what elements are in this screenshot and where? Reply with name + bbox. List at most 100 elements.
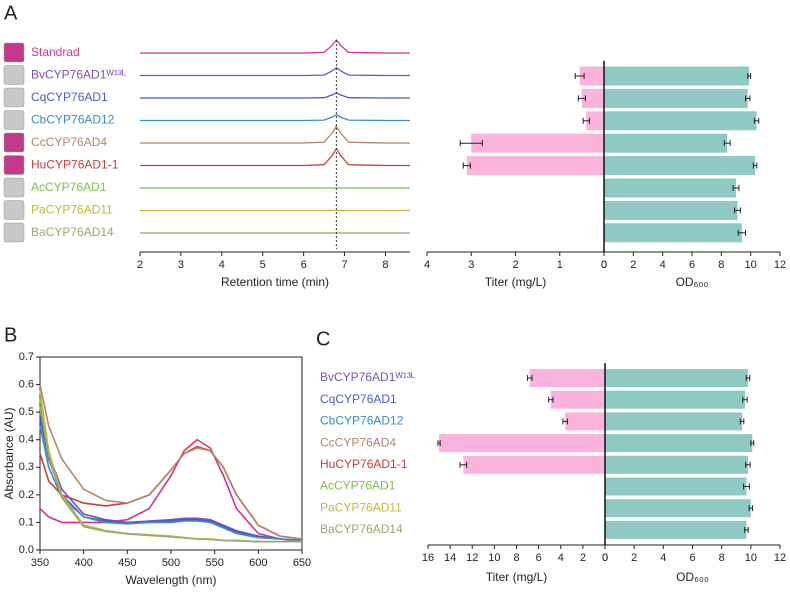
- tube-icon: [3, 87, 25, 108]
- tube-icon: [3, 132, 25, 153]
- x-tick-label: 8: [513, 552, 519, 564]
- x-tick-label: 0: [602, 552, 608, 564]
- x-tick-label: 4: [558, 552, 564, 564]
- spectrum: [39, 406, 302, 543]
- bar: [605, 455, 748, 474]
- bar: [605, 477, 747, 496]
- bar: [605, 520, 747, 539]
- x-tick-label: 0: [601, 259, 607, 271]
- category-label: BvCYP76AD1ᵂ¹³ᴸ: [320, 370, 415, 384]
- x-tick-label: 2: [630, 259, 636, 271]
- bar: [586, 111, 604, 131]
- y-axis-title: Absorbance (AU): [2, 407, 16, 499]
- trace: [140, 147, 410, 167]
- panel-label: C: [316, 328, 330, 350]
- bar: [581, 88, 604, 108]
- bar: [604, 223, 742, 243]
- x-axis-title: Titer (mg/L): [486, 570, 548, 584]
- bar: [565, 412, 605, 431]
- x-axis-title: Titer (mg/L): [485, 275, 547, 289]
- y-tick-label: 0.0: [19, 544, 34, 556]
- trace-label: BaCYP76AD14: [31, 225, 114, 239]
- trace-label: CbCYP76AD12: [31, 113, 115, 127]
- bar: [463, 455, 605, 474]
- panel-label: A: [4, 2, 18, 24]
- x-tick-label: 4: [660, 259, 666, 271]
- x-tick-label: 6: [689, 259, 695, 271]
- bar: [604, 156, 756, 176]
- category-label: AcCYP76AD1: [320, 479, 396, 493]
- x-tick-label: 7: [341, 259, 347, 271]
- y-tick-label: 0.3: [19, 461, 34, 473]
- bar: [471, 133, 604, 153]
- x-tick-label: 12: [774, 552, 786, 564]
- y-tick-label: 0.7: [19, 351, 34, 363]
- x-tick-label: 12: [466, 552, 478, 564]
- tube-icon: [3, 222, 25, 243]
- x-tick-label: 6: [536, 552, 542, 564]
- spectrum: [39, 384, 303, 540]
- category-label: CbCYP76AD12: [320, 414, 404, 428]
- trace-label: CqCYP76AD1: [31, 90, 108, 104]
- bar: [605, 499, 751, 518]
- tube-icon: [3, 177, 25, 198]
- x-tick-label: 4: [219, 259, 225, 271]
- x-tick-label: 8: [382, 259, 388, 271]
- bar: [605, 412, 743, 431]
- trace: [140, 38, 410, 54]
- x-tick-label: 2: [631, 552, 637, 564]
- y-tick-label: 0.2: [19, 489, 34, 501]
- x-tick-label: 1: [557, 259, 563, 271]
- bar: [466, 156, 604, 176]
- category-label: PaCYP76AD11: [320, 500, 402, 514]
- trace-label: HuCYP76AD1-1: [31, 158, 119, 172]
- bar: [604, 200, 738, 220]
- bar: [529, 369, 605, 387]
- x-tick-label: 10: [488, 552, 500, 564]
- bar: [605, 390, 745, 409]
- y-tick-label: 0.5: [19, 406, 34, 418]
- x-tick-label: 3: [178, 259, 184, 271]
- x-tick-label: 0: [601, 259, 607, 271]
- x-axis-title: OD₆₀₀: [676, 570, 709, 584]
- x-tick-label: 600: [249, 557, 267, 569]
- x-tick-label: 550: [205, 557, 223, 569]
- category-label: CqCYP76AD1: [320, 392, 397, 406]
- bar: [604, 111, 757, 131]
- x-tick-label: 400: [74, 557, 92, 569]
- trace: [140, 66, 410, 77]
- x-tick-label: 16: [422, 552, 434, 564]
- bar: [604, 66, 750, 86]
- trace: [140, 113, 410, 122]
- bar: [550, 390, 605, 409]
- bar: [605, 434, 753, 453]
- trace-label: Standrad: [31, 45, 80, 59]
- tube-icon: [3, 110, 25, 130]
- y-tick-label: 0.6: [19, 378, 34, 390]
- x-tick-label: 5: [260, 259, 266, 271]
- panel-label: B: [4, 324, 17, 346]
- x-tick-label: 500: [162, 557, 180, 569]
- bar: [604, 133, 728, 153]
- category-label: HuCYP76AD1-1: [320, 457, 408, 471]
- category-label: CcCYP76AD4: [320, 435, 396, 449]
- trace: [140, 92, 410, 99]
- x-tick-label: 6: [689, 552, 695, 564]
- x-tick-label: 8: [719, 552, 725, 564]
- spectrum: [39, 445, 303, 540]
- x-tick-label: 12: [774, 259, 786, 271]
- tube-icon: [3, 155, 25, 175]
- x-tick-label: 6: [301, 259, 307, 271]
- y-tick-label: 0.4: [19, 434, 34, 446]
- tube-icon: [3, 42, 25, 63]
- bar: [604, 178, 736, 198]
- x-tick-label: 8: [718, 259, 724, 271]
- bar: [605, 369, 748, 387]
- tube-icon: [3, 200, 25, 220]
- x-tick-label: 2: [137, 259, 143, 271]
- x-axis-title: Wavelength (nm): [126, 573, 217, 587]
- tube-icon: [3, 65, 25, 85]
- bar: [604, 88, 748, 108]
